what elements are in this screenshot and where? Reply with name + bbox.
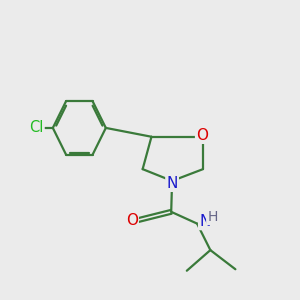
Text: O: O: [196, 128, 208, 143]
Text: O: O: [126, 213, 138, 228]
Text: Cl: Cl: [29, 120, 44, 135]
Text: N: N: [167, 176, 178, 191]
Text: N: N: [199, 214, 211, 229]
Text: H: H: [207, 210, 218, 224]
